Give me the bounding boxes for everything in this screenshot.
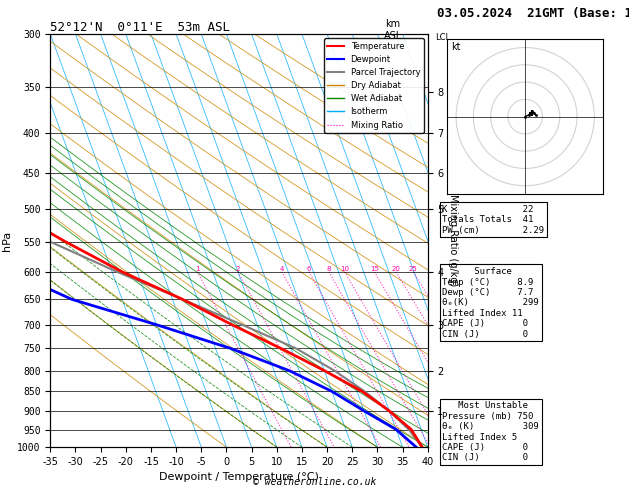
Text: 03.05.2024  21GMT (Base: 12): 03.05.2024 21GMT (Base: 12): [437, 7, 629, 20]
Text: 20: 20: [392, 266, 401, 272]
Text: 4: 4: [280, 266, 284, 272]
Text: kt: kt: [451, 42, 460, 52]
Y-axis label: Mixing Ratio (g/kg): Mixing Ratio (g/kg): [448, 194, 457, 287]
Text: 52°12'N  0°11'E  53m ASL: 52°12'N 0°11'E 53m ASL: [50, 21, 230, 34]
X-axis label: Dewpoint / Temperature (°C): Dewpoint / Temperature (°C): [159, 472, 319, 483]
Text: 2: 2: [236, 266, 240, 272]
Text: Most Unstable
Pressure (mb) 750
θₑ (K)         309
Lifted Index 5
CAPE (J)      : Most Unstable Pressure (mb) 750 θₑ (K) 3…: [442, 401, 539, 463]
Text: LCL: LCL: [435, 33, 450, 42]
Text: 1: 1: [195, 266, 199, 272]
Text: 8: 8: [326, 266, 331, 272]
Text: 6: 6: [307, 266, 311, 272]
Text: © weatheronline.co.uk: © weatheronline.co.uk: [253, 477, 376, 486]
Text: K              22
Totals Totals  41
PW (cm)        2.29: K 22 Totals Totals 41 PW (cm) 2.29: [442, 205, 545, 235]
Legend: Temperature, Dewpoint, Parcel Trajectory, Dry Adiabat, Wet Adiabat, Isotherm, Mi: Temperature, Dewpoint, Parcel Trajectory…: [324, 38, 423, 133]
Text: Surface
Temp (°C)     8.9
Dewp (°C)     7.7
θₑ(K)          299
Lifted Index 11
C: Surface Temp (°C) 8.9 Dewp (°C) 7.7 θₑ(K…: [442, 267, 539, 339]
Text: 15: 15: [370, 266, 379, 272]
Text: 10: 10: [340, 266, 349, 272]
Text: 25: 25: [409, 266, 418, 272]
Text: km
ASL: km ASL: [384, 19, 403, 41]
Y-axis label: hPa: hPa: [1, 230, 11, 251]
